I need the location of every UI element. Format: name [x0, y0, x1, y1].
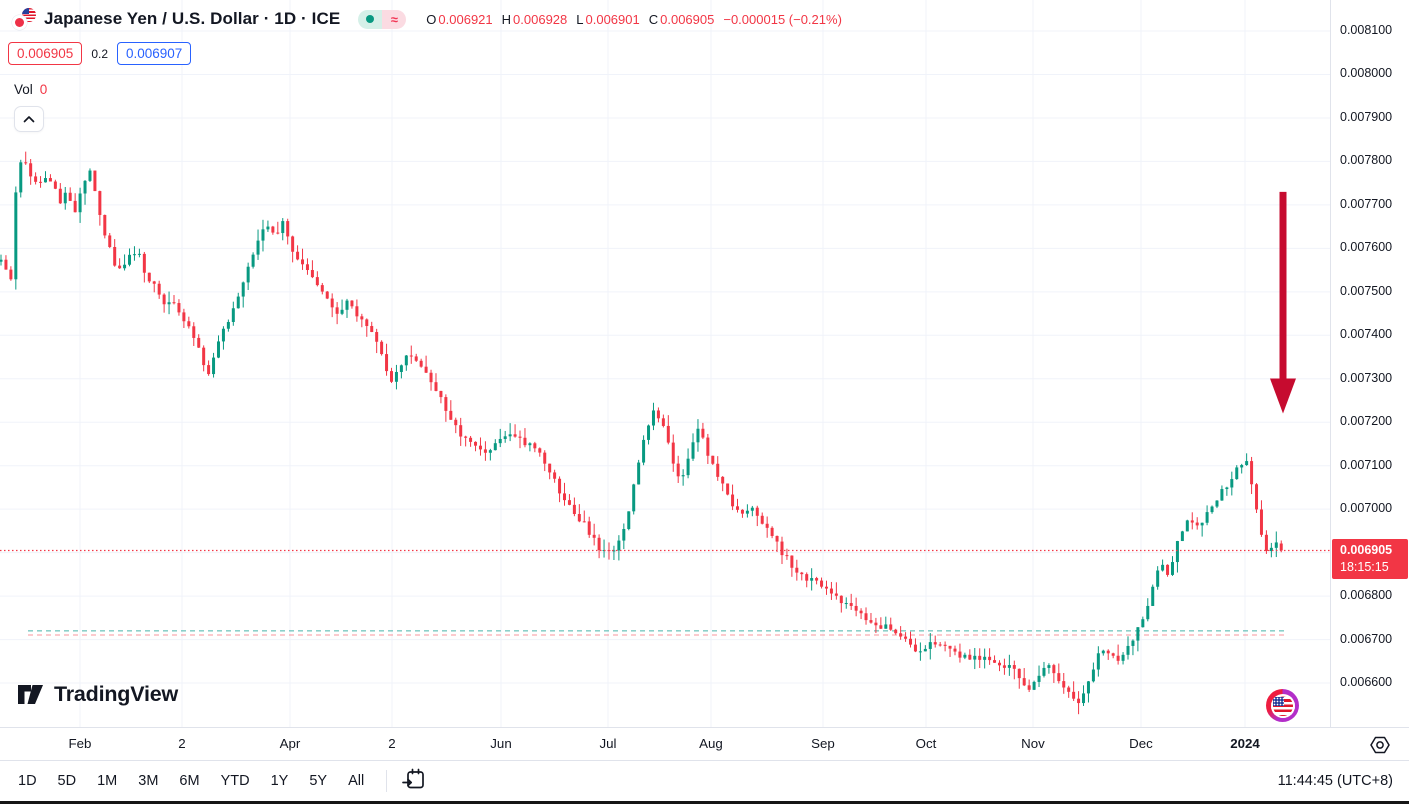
- range-button-1d[interactable]: 1D: [8, 768, 47, 794]
- delayed-data-icon: ≈: [382, 9, 407, 29]
- collapse-legend-button[interactable]: [14, 106, 44, 132]
- japan-flag-icon: [12, 15, 27, 30]
- change-value: −0.000015 (−0.21%): [723, 11, 842, 27]
- ask-price-button[interactable]: 0.006907: [117, 42, 192, 65]
- low-value: 0.006901: [585, 11, 640, 27]
- range-button-1m[interactable]: 1M: [87, 768, 127, 794]
- calendar-arrow-icon: [402, 768, 425, 789]
- price-tick-label: 0.008000: [1340, 66, 1393, 81]
- range-button-3m[interactable]: 3M: [128, 768, 168, 794]
- volume-legend: Vol 0: [14, 82, 47, 97]
- time-tick-label: Aug: [699, 736, 723, 751]
- current-price-tag: 0.006905 18:15:15: [1332, 539, 1408, 580]
- symbol-title[interactable]: Japanese Yen / U.S. Dollar · 1D · ICE: [44, 9, 341, 28]
- price-tick-label: 0.006600: [1340, 675, 1393, 690]
- hex-gear-icon: [1370, 736, 1390, 754]
- time-tick-label: Jun: [490, 736, 512, 751]
- range-button-all[interactable]: All: [338, 768, 374, 794]
- tradingview-logo-text: TradingView: [54, 682, 179, 706]
- open-value: 0.006921: [438, 11, 493, 27]
- countdown-timer: 18:15:15: [1340, 560, 1389, 575]
- market-flag-button[interactable]: [1266, 689, 1299, 722]
- us-flag-icon: [1270, 693, 1295, 718]
- chart-legend: Japanese Yen / U.S. Dollar · 1D · ICE ≈ …: [12, 8, 842, 30]
- range-button-5y[interactable]: 5Y: [299, 768, 337, 794]
- range-button-ytd[interactable]: YTD: [211, 768, 260, 794]
- candlestick-chart[interactable]: [0, 0, 1330, 727]
- time-tick-label: Dec: [1129, 736, 1153, 751]
- time-tick-label: Sep: [811, 736, 835, 751]
- chevron-up-icon: [23, 116, 35, 123]
- ohlc-readout: O 0.006921 H 0.006928 L 0.006901 C 0.006905 …: [426, 12, 842, 27]
- currency-pair-icon: [12, 8, 36, 30]
- time-tick-label: Oct: [915, 736, 937, 751]
- bid-ask-row: 0.006905 0.2 0.006907: [8, 42, 192, 65]
- axis-settings-button[interactable]: [1368, 733, 1392, 762]
- range-button-5d[interactable]: 5D: [48, 768, 87, 794]
- time-tick-label: Jul: [599, 736, 617, 751]
- time-tick-label: Feb: [68, 736, 92, 751]
- price-tick-label: 0.007400: [1340, 327, 1393, 342]
- chart-plot-area[interactable]: [0, 0, 1330, 727]
- current-price-value: 0.006905: [1340, 543, 1393, 558]
- price-axis[interactable]: 0.006905 18:15:15 0.008100 0.008000 0.0079…: [1331, 0, 1409, 727]
- go-to-date-button[interactable]: [397, 765, 430, 797]
- price-axis-separator: [1330, 0, 1331, 727]
- open-label: O: [426, 11, 437, 27]
- spread-value: 0.2: [91, 46, 108, 61]
- volume-value: 0: [39, 82, 48, 97]
- bottom-toolbar: 1D 5D 1M 3M 6M YTD 1Y 5Y All 11:44:45 (UTC+8): [0, 760, 1409, 801]
- price-tick-label: 0.007200: [1340, 414, 1393, 429]
- high-value: 0.006928: [513, 11, 568, 27]
- price-tick-label: 0.007800: [1340, 153, 1393, 168]
- price-tick-label: 0.008100: [1340, 23, 1393, 37]
- price-tick-label: 0.006700: [1340, 631, 1393, 646]
- time-axis[interactable]: Feb 2 Apr 2 Jun Jul Aug Sep Oct Nov Dec 2024: [0, 727, 1409, 760]
- low-label: L: [576, 11, 584, 27]
- range-button-group: 1D 5D 1M 3M 6M YTD 1Y 5Y All: [0, 768, 374, 794]
- time-tick-label: 2: [178, 736, 186, 751]
- window-bottom-edge: [0, 801, 1409, 804]
- down-arrow-annotation[interactable]: [1270, 191, 1296, 414]
- market-status-pill[interactable]: ≈: [358, 9, 407, 29]
- price-tick-label: 0.007600: [1340, 240, 1393, 255]
- price-tick-label: 0.006800: [1340, 588, 1393, 603]
- range-button-1y[interactable]: 1Y: [261, 768, 299, 794]
- tradingview-logo[interactable]: TradingView: [17, 682, 178, 707]
- price-tick-label: 0.007500: [1340, 283, 1393, 298]
- price-tick-label: 0.007700: [1340, 196, 1393, 211]
- price-tick-label: 0.007300: [1340, 370, 1393, 385]
- volume-label: Vol: [14, 82, 33, 97]
- tradingview-mark-icon: [18, 685, 43, 704]
- time-tick-label: 2024: [1230, 736, 1260, 751]
- time-tick-label: Apr: [279, 736, 301, 751]
- market-open-dot-icon: [358, 9, 383, 29]
- bid-price-button[interactable]: 0.006905: [8, 42, 83, 65]
- price-tick-label: 0.007100: [1340, 457, 1393, 472]
- clock-timezone-button[interactable]: 11:44:45 (UTC+8): [1277, 773, 1393, 789]
- price-tick-label: 0.007000: [1340, 501, 1393, 516]
- time-tick-label: 2: [388, 736, 396, 751]
- toolbar-divider: [386, 770, 388, 792]
- time-tick-label: Nov: [1021, 736, 1045, 751]
- high-label: H: [501, 11, 512, 27]
- close-value: 0.006905: [660, 11, 715, 27]
- range-button-6m[interactable]: 6M: [169, 768, 209, 794]
- close-label: C: [648, 11, 659, 27]
- price-tick-label: 0.007900: [1340, 109, 1393, 124]
